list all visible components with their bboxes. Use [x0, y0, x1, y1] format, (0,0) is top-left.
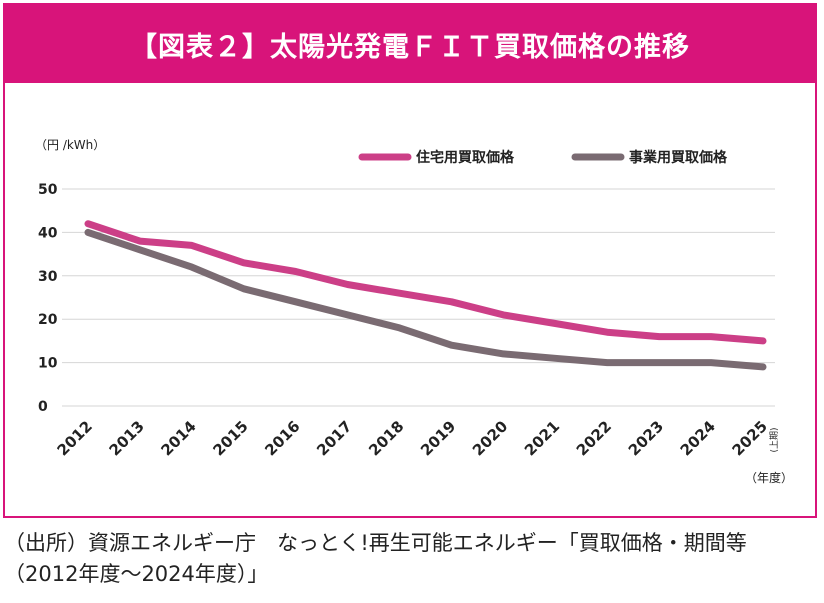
x-tick-label: 2015 — [209, 417, 251, 459]
series-line-business — [84, 228, 767, 371]
y-tick-label: 40 — [38, 225, 58, 241]
series-line-residential — [84, 220, 767, 345]
y-unit-label: （円 /kWh） — [35, 138, 105, 152]
x-tick-label: 2018 — [365, 417, 407, 459]
y-tick-label: 0 — [38, 399, 48, 415]
y-tick-label: 50 — [38, 182, 58, 198]
legend-label-business: 事業用買取価格 — [629, 149, 728, 166]
x-tick-label: 2014 — [157, 417, 199, 459]
x-tick-label: 2022 — [573, 417, 615, 459]
x-tick-label: 2025 — [729, 417, 771, 459]
y-tick-label: 20 — [38, 312, 58, 328]
y-tick-label: 30 — [38, 269, 58, 285]
x-tick-label: 2017 — [313, 417, 355, 459]
x-tick-label: 2012 — [54, 417, 96, 459]
x-tick-label: 2021 — [521, 417, 563, 459]
chart-title: 【図表２】太陽光発電ＦＩＴ買取価格の推移 — [130, 31, 690, 63]
x-tick-suffix: (上期) — [769, 427, 780, 452]
source-note: （出所）資源エネルギー庁 なっとく!再生可能エネルギー「買取価格・期間等（201… — [4, 531, 747, 586]
x-tick-label: 2016 — [261, 417, 303, 459]
x-tick-label: 2019 — [417, 417, 459, 459]
y-tick-label: 10 — [38, 356, 58, 372]
chart-frame: 【図表２】太陽光発電ＦＩＴ買取価格の推移 — [3, 3, 817, 518]
x-tick-label: 2013 — [106, 417, 148, 459]
x-tick-label: 2024 — [677, 417, 719, 459]
chart-header: 【図表２】太陽光発電ＦＩＴ買取価格の推移 — [5, 5, 815, 83]
x-unit-label: （年度） — [745, 470, 793, 485]
x-tick-label: 2020 — [469, 417, 511, 459]
x-tick-label: 2023 — [625, 417, 667, 459]
legend-label-residential: 住宅用買取価格 — [416, 149, 515, 166]
